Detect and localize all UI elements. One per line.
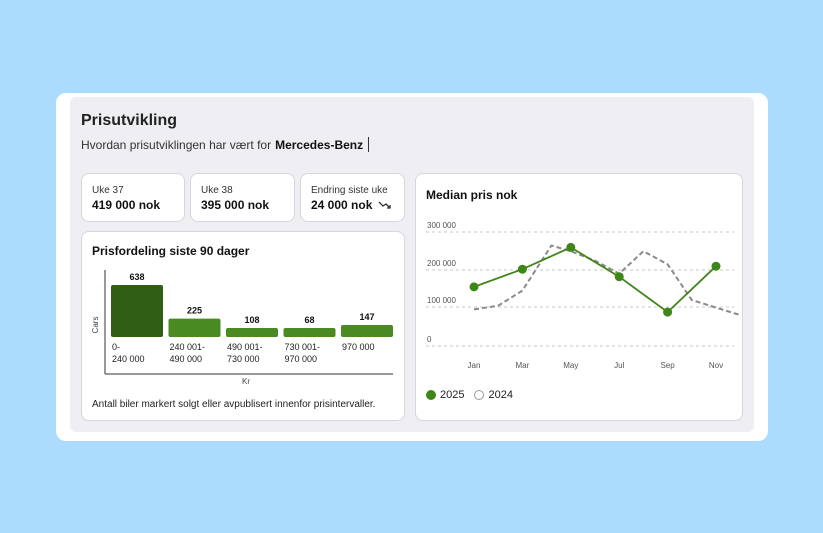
median-price-line-chart: 300 000 200 000 100 000 0 Jan Mar May Jul Sep Nov xyxy=(426,221,741,370)
bar-value-label: 638 xyxy=(129,272,144,282)
stat-card-week-38: Uke 38 395 000 nok xyxy=(190,173,295,222)
bar xyxy=(283,328,336,337)
data-point-2025 xyxy=(469,282,479,292)
series-line-2024 xyxy=(473,244,741,317)
bar-category-label: 970 000 xyxy=(285,354,318,364)
distribution-bar-chart: Cars Kr 638 0- 240 000 225 240 001- 490 000 10… xyxy=(91,270,393,386)
bar-category-label: 490 001- xyxy=(227,342,263,352)
bar-category-label: 970 000 xyxy=(342,342,375,352)
stat-label: Uke 37 xyxy=(92,185,124,196)
stat-value: 419 000 nok xyxy=(92,198,161,212)
y-tick-label: 0 xyxy=(427,335,432,344)
data-point-2025 xyxy=(663,307,673,317)
stat-value-text: 24 000 nok xyxy=(311,198,373,212)
bar-category-label: 0- xyxy=(112,342,120,352)
x-tick-label: Nov xyxy=(709,361,723,370)
x-tick-label: Jan xyxy=(468,361,481,370)
bar-category-label: 490 000 xyxy=(170,354,203,364)
bar xyxy=(168,318,221,337)
brand-name: Mercedes-Benz xyxy=(275,138,364,152)
legend-marker-2024 xyxy=(474,390,485,400)
data-point-2025 xyxy=(566,242,576,252)
page-title: Prisutvikling xyxy=(81,112,178,129)
bar-category-label: 240 001- xyxy=(170,342,206,352)
bar-category-label: 240 000 xyxy=(112,354,145,364)
y-tick-label: 100 000 xyxy=(427,296,456,305)
bar-y-axis-label: Cars xyxy=(91,317,100,334)
trend-down-icon xyxy=(378,201,391,209)
y-tick-label: 200 000 xyxy=(427,259,456,268)
stat-card-change: Endring siste uke 24 000 nok xyxy=(300,173,405,222)
bar-value-label: 108 xyxy=(244,315,259,325)
legend-marker-2025 xyxy=(426,390,436,400)
stat-label: Uke 38 xyxy=(201,185,233,196)
bar xyxy=(341,325,393,337)
bar-category-label: 730 000 xyxy=(227,354,260,364)
stat-label: Endring siste uke xyxy=(311,185,388,196)
y-tick-label: 300 000 xyxy=(427,221,456,230)
data-point-2025 xyxy=(711,261,721,271)
median-price-card: Median pris nok 300 000 200 000 100 000 0 Ja… xyxy=(415,173,743,421)
distribution-card: Prisfordeling siste 90 dager Cars Kr 638… xyxy=(81,231,405,421)
x-tick-label: Jul xyxy=(614,361,624,370)
x-tick-label: Sep xyxy=(660,361,675,370)
bar-value-label: 68 xyxy=(304,315,314,325)
bar xyxy=(226,328,278,337)
stat-value: 395 000 nok xyxy=(201,198,270,212)
page-subtitle: Hvordan prisutviklingen har vært for Merc… xyxy=(81,137,370,152)
median-title: Median pris nok xyxy=(426,188,518,202)
series-line-2025 xyxy=(473,246,717,314)
bar-value-label: 225 xyxy=(187,306,202,316)
data-point-2025 xyxy=(614,272,624,282)
bar-category-label: 730 001- xyxy=(285,342,321,352)
legend-label-2024: 2024 xyxy=(488,389,513,401)
stat-card-week-37: Uke 37 419 000 nok xyxy=(81,173,185,222)
bar xyxy=(111,285,163,337)
text-cursor xyxy=(368,137,370,152)
legend-label-2025: 2025 xyxy=(440,389,465,401)
subtitle-text: Hvordan prisutviklingen har vært for xyxy=(81,138,272,152)
bar-value-label: 147 xyxy=(359,312,374,322)
distribution-footnote: Antall biler markert solgt eller avpubli… xyxy=(92,399,376,410)
line-legend: 2025 2024 xyxy=(426,389,513,401)
distribution-title: Prisfordeling siste 90 dager xyxy=(92,244,250,258)
stat-value: 24 000 nok xyxy=(311,198,392,212)
data-point-2025 xyxy=(517,264,527,274)
x-tick-label: Mar xyxy=(516,361,530,370)
bar-x-axis-label: Kr xyxy=(242,377,250,386)
x-tick-label: May xyxy=(563,361,578,370)
